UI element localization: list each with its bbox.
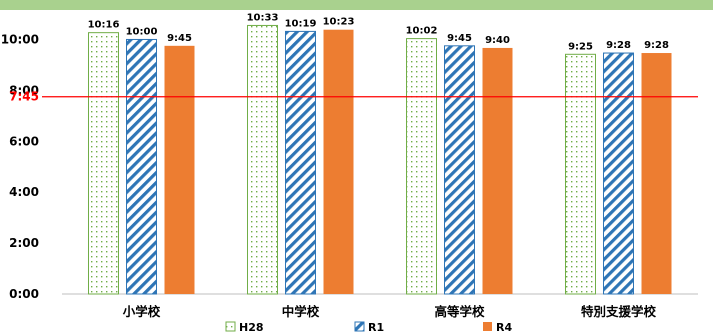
data-label: 9:40 xyxy=(485,35,510,46)
legend-label-h28: H28 xyxy=(239,321,264,334)
y-tick-label: 2:00 xyxy=(9,236,39,250)
bar-r1-2 xyxy=(444,45,475,295)
header-banner xyxy=(0,0,713,10)
y-tick-label: 0:00 xyxy=(9,287,39,301)
bar-h28-2 xyxy=(406,38,437,295)
reference-line-label: 7:45 xyxy=(9,90,39,104)
bar-r1-1 xyxy=(285,30,316,295)
bar-h28-0 xyxy=(88,32,119,295)
y-tick-label: 6:00 xyxy=(9,134,39,148)
y-tick-label: 4:00 xyxy=(9,185,39,199)
legend: H28 R1 R4 xyxy=(225,321,512,334)
bar-r4-2 xyxy=(482,47,513,294)
y-tick-label: 8:00 xyxy=(9,83,39,97)
data-label: 9:45 xyxy=(447,33,472,44)
category-label: 高等学校 xyxy=(434,304,485,319)
bar-h28-1 xyxy=(247,24,278,295)
y-tick-label: 10:00 xyxy=(1,32,39,46)
bar-h28-3 xyxy=(565,53,596,295)
legend-label-r1: R1 xyxy=(368,321,384,334)
bar-r1-3 xyxy=(603,52,634,295)
bars-layer xyxy=(88,24,672,295)
data-label: 10:16 xyxy=(88,20,120,31)
bar-r4-1 xyxy=(323,29,354,295)
bar-r4-3 xyxy=(641,53,672,294)
labels-layer: 10:16 10:00 9:45 小学校 10:33 10:19 10:23 中学校 10:02… xyxy=(9,12,698,319)
data-label: 9:28 xyxy=(606,40,631,51)
legend-swatch-r4 xyxy=(483,322,492,331)
legend-swatch-h28 xyxy=(225,321,236,332)
data-label: 10:33 xyxy=(247,12,279,23)
data-label: 9:28 xyxy=(644,40,669,51)
data-label: 9:45 xyxy=(167,33,192,44)
category-label: 小学校 xyxy=(122,304,161,319)
category-label: 特別支援学校 xyxy=(581,304,657,319)
data-label: 9:25 xyxy=(568,41,593,52)
data-label: 10:02 xyxy=(406,26,438,37)
bar-r4-0 xyxy=(164,45,195,295)
data-label: 10:23 xyxy=(323,17,355,28)
data-label: 10:19 xyxy=(285,18,317,29)
legend-label-r4: R4 xyxy=(496,321,512,334)
data-label: 10:00 xyxy=(126,26,158,37)
category-label: 中学校 xyxy=(282,304,320,319)
legend-swatch-r1 xyxy=(354,321,365,332)
bar-r1-0 xyxy=(126,38,157,295)
